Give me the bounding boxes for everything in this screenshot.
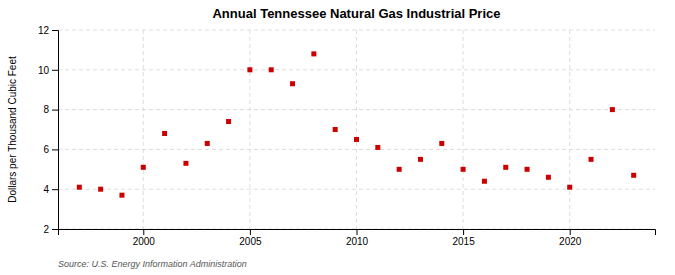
point [290,81,295,86]
tick: 2000 [133,229,156,247]
tick-label: 10 [38,65,50,76]
point [375,145,380,150]
point [226,119,231,124]
grid-line [143,30,144,229]
point [162,131,167,136]
tick: 10 [38,65,58,76]
tick-mark [250,229,251,235]
point [205,141,210,146]
point [482,179,487,184]
point [567,185,572,190]
point [589,157,594,162]
grid [58,30,655,229]
point [461,167,466,172]
tick-label: 8 [43,104,49,115]
tick-label: 2000 [133,236,156,247]
tick-label: 2005 [239,236,262,247]
point [397,167,402,172]
point [546,175,551,180]
point [141,165,146,170]
x-axis: 2000 2005 2010 2015 2020 [59,229,656,247]
point [354,137,359,142]
point [98,187,103,192]
grid-line [569,30,570,229]
axis-line [59,230,656,236]
annotation: Source: U.S. Energy Information Administ… [58,259,247,269]
tick-label: 2015 [452,236,475,247]
point [439,141,444,146]
tick-mark [52,70,58,71]
tick-mark [52,110,58,111]
tick: 6 [43,144,58,155]
tick: 2010 [346,229,369,247]
grid-line [463,30,464,229]
grid-line [356,30,357,229]
point [610,107,615,112]
point [311,51,316,56]
plot: 2000 2005 2010 2015 2020 2 4 6 8 10 12 [38,25,656,247]
chart: 2000 2005 2010 2015 2020 2 4 6 8 10 12 Annual Tenne… [0,0,675,275]
tick-mark [52,189,58,190]
tick-label: 12 [38,25,50,36]
point [119,193,124,198]
tick: 2 [43,224,58,235]
grid-line [58,69,655,70]
grid-line [249,30,250,229]
tick: 12 [38,25,58,36]
point [269,67,274,72]
point [333,127,338,132]
tick-mark [570,229,571,235]
point [183,161,188,166]
tick-mark [52,30,58,31]
point [247,67,252,72]
tick-label: 2010 [346,236,369,247]
point [418,157,423,162]
tick-label: 2 [43,224,49,235]
point [525,167,530,172]
tick: 2020 [559,229,582,247]
tick: 2015 [452,229,475,247]
y-label: Dollars per Thousand Cubic Feet [7,56,18,203]
tick-mark [52,149,58,150]
tick-label: 4 [43,184,49,195]
tick-mark [52,229,58,230]
tick-mark [143,229,144,235]
grid-line [58,189,655,190]
tick-label: 6 [43,144,49,155]
title: Annual Tennessee Natural Gas Industrial … [212,6,500,21]
points [77,51,636,197]
y-axis: 2 4 6 8 10 12 [38,25,59,235]
tick: 4 [43,184,58,195]
axis-line [52,31,59,230]
tick: 8 [43,104,58,115]
tick: 2005 [239,229,262,247]
point [631,173,636,178]
tick-label: 2020 [559,236,582,247]
tick-mark [357,229,358,235]
tick-mark [463,229,464,235]
point [77,185,82,190]
point [503,165,508,170]
